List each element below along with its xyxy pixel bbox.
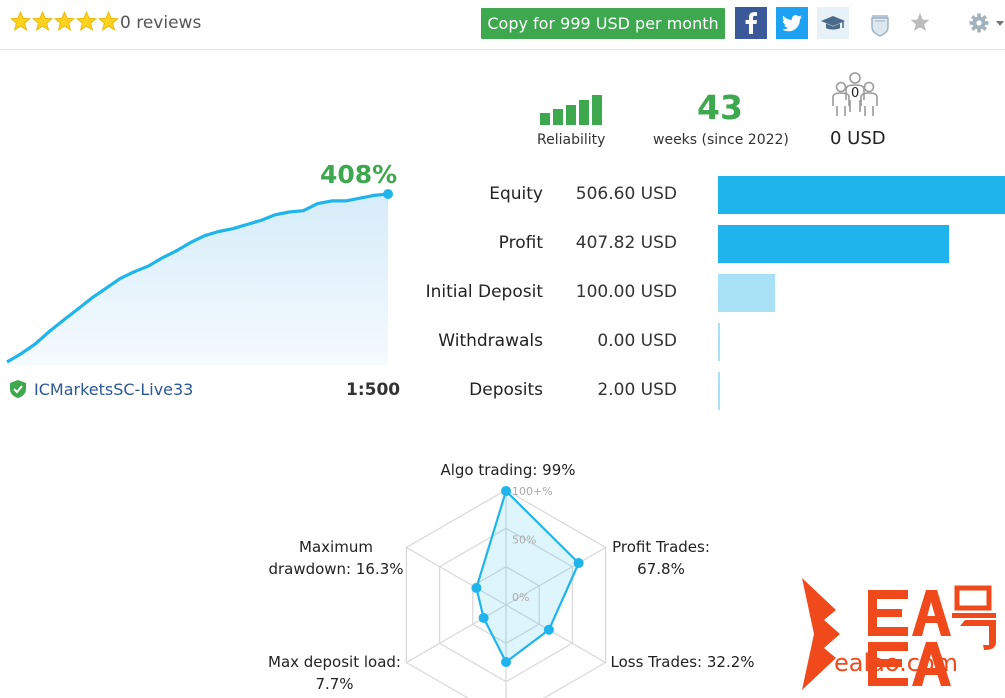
growth-area — [7, 194, 388, 365]
reliability-bar — [579, 100, 589, 125]
reliability-bar — [540, 113, 550, 125]
subscribers-count: 0 — [851, 86, 860, 101]
withdrawals-value: 0.00 USD — [597, 331, 677, 351]
deposits-label: Deposits — [469, 380, 543, 400]
growth-line — [6, 192, 389, 364]
rating-star-icon — [76, 11, 97, 31]
radar-data-point[interactable] — [471, 582, 482, 593]
shield-icon — [871, 15, 889, 37]
equity-value: 506.60 USD — [575, 184, 677, 204]
withdrawals-bar — [718, 323, 720, 361]
leverage-value: 1:500 — [346, 380, 401, 400]
initial-deposit-value: 100.00 USD — [575, 282, 677, 302]
rating-stars[interactable] — [10, 11, 119, 32]
header-bar: 0 reviews Copy for 999 USD per month — [0, 0, 1005, 50]
growth-percent: 408% — [320, 160, 398, 189]
radar-scale-label: 100+% — [512, 485, 553, 498]
growth-chart[interactable] — [0, 160, 400, 370]
profit-value: 407.82 USD — [575, 233, 677, 253]
rating-star-icon — [32, 11, 53, 31]
reliability-bar — [553, 109, 563, 125]
ealao-watermark-logo: ealao.com — [802, 578, 996, 690]
weeks-label: weeks (since 2022) — [653, 132, 789, 148]
radar-label-profit-trades: Profit Trades: 67.8% — [612, 538, 710, 578]
graduation-cap-icon — [821, 16, 845, 30]
rating-star-icon — [10, 11, 31, 31]
radar-axis — [406, 604, 507, 664]
favorite-button[interactable] — [906, 7, 938, 39]
radar-scale-label: 50% — [512, 533, 536, 546]
deposits-bar — [718, 372, 720, 410]
facebook-share-button[interactable] — [735, 7, 767, 39]
twitter-share-button[interactable] — [776, 7, 808, 39]
radar-data-point[interactable] — [501, 485, 511, 496]
watermark-domain: ealao.com — [834, 649, 958, 677]
profit-bar — [718, 225, 950, 263]
broker-server-link[interactable]: ICMarketsSC-Live33 — [34, 380, 194, 399]
radar-data-polygon — [475, 488, 581, 664]
radar-label-loss-trades: Loss Trades: 32.2% — [610, 653, 755, 671]
subscribers-usd: 0 USD — [830, 128, 886, 149]
reviews-link[interactable]: 0 reviews — [120, 13, 202, 33]
copy-signal-button[interactable]: Copy for 999 USD per month — [481, 8, 725, 39]
radar-axis — [505, 546, 606, 606]
reliability-bar — [566, 105, 576, 125]
initial-deposit-label: Initial Deposit — [425, 282, 543, 302]
radar-data-point[interactable] — [543, 624, 554, 635]
radar-grid-ring — [405, 489, 607, 698]
radar-axis — [406, 546, 507, 606]
radar-label-max-drawdown: Maximum drawdown: 16.3% — [268, 538, 404, 578]
radar-data-point[interactable] — [501, 657, 511, 668]
reliability-bar — [592, 95, 602, 125]
profit-label: Profit — [498, 233, 543, 253]
radar-data-point[interactable] — [573, 558, 584, 569]
rating-star-icon — [98, 11, 119, 31]
initial-deposit-bar — [718, 274, 775, 312]
equity-label: Equity — [489, 184, 543, 204]
security-button[interactable] — [866, 7, 898, 39]
chevron-down-icon — [996, 21, 1004, 26]
equity-bar — [718, 176, 1005, 214]
subscribers-icon — [832, 72, 878, 116]
radar-scale-label: 0% — [512, 591, 529, 604]
weeks-value: 43 — [697, 88, 743, 127]
deposits-value: 2.00 USD — [597, 380, 677, 400]
radar-data-point[interactable] — [478, 612, 489, 623]
withdrawals-label: Withdrawals — [438, 331, 543, 351]
reliability-label: Reliability — [537, 132, 606, 148]
facebook-icon — [745, 12, 757, 34]
reliability-bars-icon — [540, 95, 602, 125]
verified-shield-icon — [10, 380, 26, 398]
radar-chart[interactable]: 100+% 50% 0% — [400, 470, 620, 698]
radar-axis — [505, 604, 606, 664]
radar-label-max-deposit-load: Max deposit load: 7.7% — [268, 653, 401, 693]
star-icon — [910, 13, 930, 31]
twitter-icon — [782, 15, 802, 32]
gear-icon — [969, 13, 1004, 33]
growth-endpoint[interactable] — [383, 189, 393, 199]
education-button[interactable] — [817, 7, 849, 39]
radar-label-algo: Algo trading: 99% — [440, 461, 576, 479]
settings-menu[interactable] — [966, 7, 1004, 39]
rating-star-icon — [54, 11, 75, 31]
